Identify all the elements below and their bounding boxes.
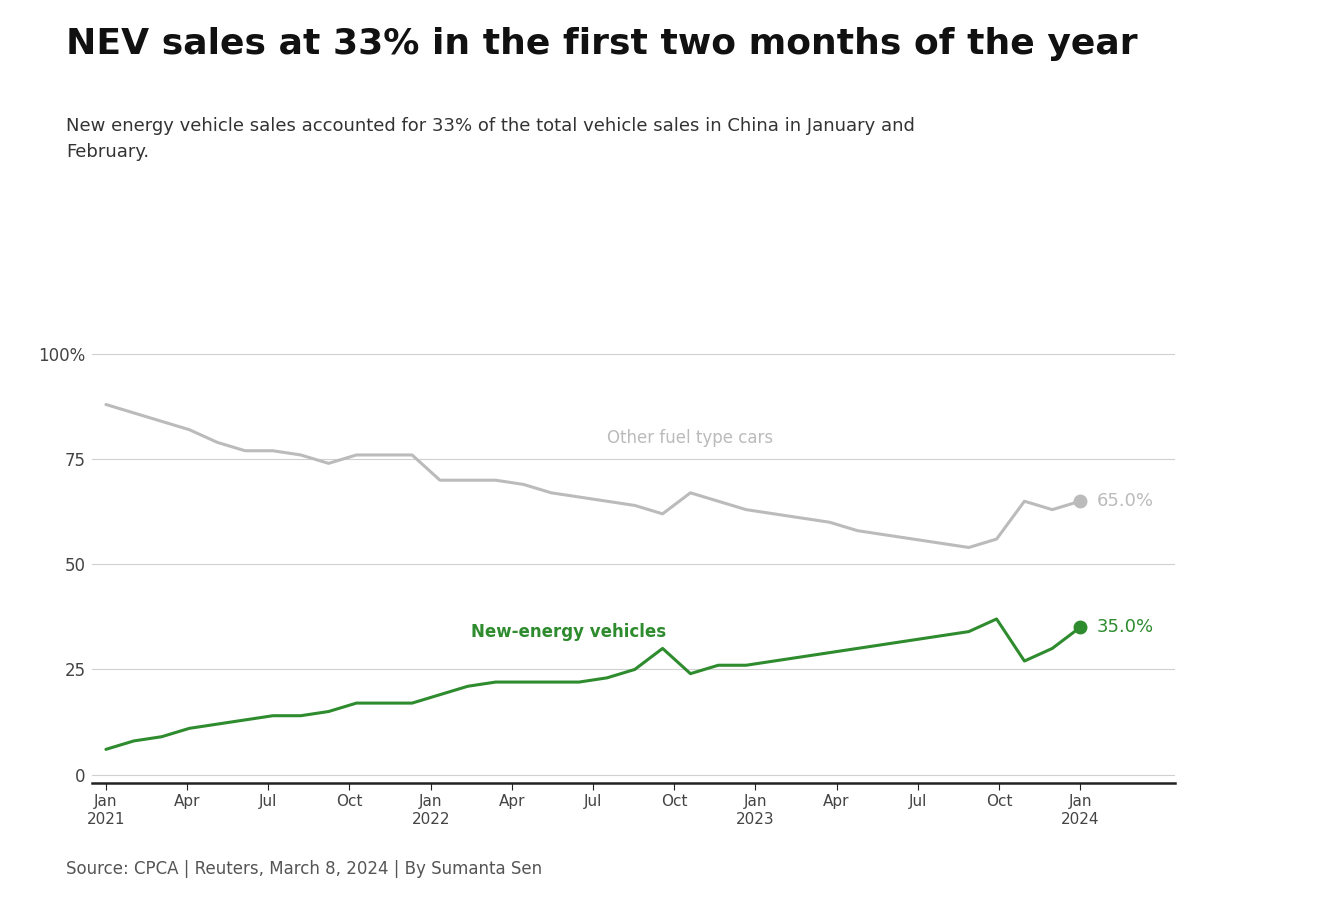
Text: New-energy vehicles: New-energy vehicles — [471, 623, 667, 641]
Text: NEV sales at 33% in the first two months of the year: NEV sales at 33% in the first two months… — [66, 27, 1138, 61]
Text: Source: CPCA | Reuters, March 8, 2024 | By Sumanta Sen: Source: CPCA | Reuters, March 8, 2024 | … — [66, 860, 543, 878]
Text: 35.0%: 35.0% — [1097, 618, 1154, 636]
Text: New energy vehicle sales accounted for 33% of the total vehicle sales in China i: New energy vehicle sales accounted for 3… — [66, 117, 915, 161]
Text: 65.0%: 65.0% — [1097, 492, 1154, 510]
Text: Other fuel type cars: Other fuel type cars — [606, 429, 772, 447]
